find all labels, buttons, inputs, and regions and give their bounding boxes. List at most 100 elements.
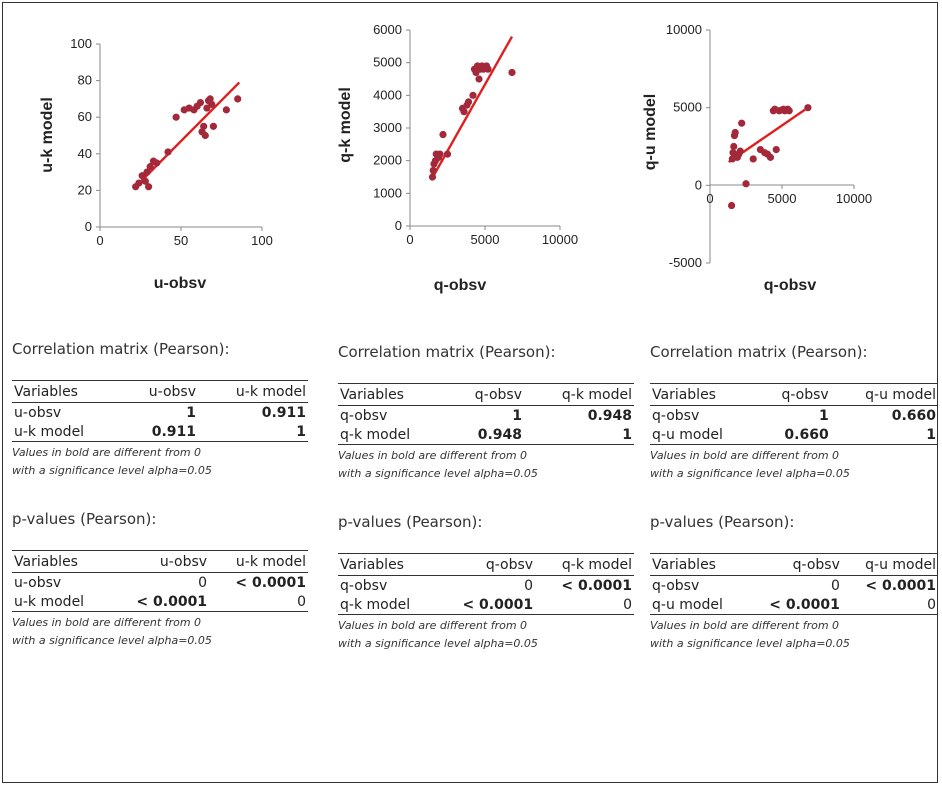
- cell-value: 0: [209, 592, 308, 612]
- significance-note: Values in bold are different from 0 with …: [12, 614, 308, 650]
- y-tick-label: 6000: [373, 22, 402, 37]
- column-header: q-obsv: [757, 383, 831, 406]
- y-tick-label: 2000: [373, 153, 402, 168]
- note-line: with a significance level alpha=0.05: [12, 464, 212, 477]
- column-header: q-k model: [524, 383, 634, 406]
- y-tick-label: 20: [78, 182, 92, 197]
- y-tick-label: 0: [85, 219, 92, 234]
- y-axis-label: u-k model: [39, 97, 56, 173]
- data-point: [172, 113, 180, 121]
- scatter-chart-q-k: 0 1000 2000 3000 4000 5000 6000 0 5000 10000 q-obs…: [337, 22, 578, 294]
- trendline: [134, 81, 241, 188]
- correlation-title: Correlation matrix (Pearson):: [650, 343, 868, 361]
- column-header: Variables: [650, 383, 758, 406]
- y-tick-label: 3000: [373, 120, 402, 135]
- x-tick-label: 0: [96, 233, 103, 248]
- matrix-body: q-obsv 0 < 0.0001 q-u model < 0.0001 0: [650, 576, 938, 615]
- data-point: [428, 173, 437, 181]
- table-row: q-k model 0.948 1: [338, 425, 634, 445]
- y-axis-label: q-k model: [337, 87, 354, 163]
- row-label: u-obsv: [14, 575, 62, 591]
- header-row: Variables u-obsv u-k model: [12, 550, 308, 573]
- data-point: [738, 119, 746, 127]
- table-row: u-k model < 0.0001 0: [12, 592, 308, 612]
- cell-value: < 0.0001: [110, 592, 210, 612]
- p-values-title: p-values (Pearson):: [650, 513, 795, 531]
- y-tick-label: 5000: [673, 100, 702, 115]
- data-point: [429, 166, 437, 175]
- data-point: [804, 104, 812, 112]
- data-point: [135, 179, 143, 187]
- row-label: u-k model: [12, 592, 111, 612]
- cell-value: 0: [535, 595, 634, 615]
- data-point: [785, 107, 793, 115]
- p-values-title: p-values (Pearson):: [338, 513, 483, 531]
- matrix-header: Variables q-obsv q-k model: [338, 553, 634, 576]
- table-row: q-k model < 0.0001 0: [338, 595, 634, 615]
- column-header: q-u model: [830, 383, 938, 406]
- x-axis-label: q-obsv: [764, 277, 817, 294]
- y-tick-label: 40: [78, 146, 92, 161]
- correlation-title: Correlation matrix (Pearson):: [12, 340, 230, 358]
- cell-value: 0: [830, 578, 840, 594]
- cell-value: 1: [186, 405, 196, 421]
- row-label: u-obsv: [14, 405, 62, 421]
- table-row: q-u model 0.660 1: [650, 425, 938, 445]
- data-point: [196, 98, 205, 107]
- note-line: Values in bold are different from 0: [650, 449, 840, 462]
- cell-value: < 0.0001: [865, 578, 936, 594]
- y-tick-label: 5000: [373, 55, 402, 70]
- data-point: [730, 142, 738, 151]
- header-row: Variables q-obsv q-k model: [338, 553, 634, 576]
- x-tick-label: 50: [174, 233, 188, 248]
- scatter-chart-q-u: -5000 0 5000 10000 0 5000 10000 q-obsv q-u model: [642, 22, 872, 294]
- cell-value: < 0.0001: [436, 595, 536, 615]
- table-row: q-obsv 0 < 0.0001: [338, 576, 634, 596]
- column-header: Variables: [650, 553, 747, 576]
- data-point: [475, 75, 483, 83]
- data-point: [234, 95, 242, 103]
- cell-value: 1: [830, 425, 938, 445]
- data-point: [200, 122, 208, 130]
- matrix-table: Variables u-obsv u-k model u-obsv 0 < 0.0001 u…: [12, 550, 308, 612]
- x-tick-label: 5000: [768, 191, 797, 206]
- matrix-table: Variables q-obsv q-u model q-obsv 0 < 0.0001 q…: [650, 553, 938, 615]
- matrix-header: Variables u-obsv u-k model: [12, 380, 308, 403]
- column-header: Variables: [12, 550, 111, 573]
- x-tick-label: 100: [251, 233, 273, 248]
- data-point: [736, 147, 744, 155]
- cell-value: < 0.0001: [561, 578, 632, 594]
- column-header: q-k model: [535, 553, 634, 576]
- significance-note: Values in bold are different from 0 with …: [650, 447, 938, 483]
- significance-note: Values in bold are different from 0 with …: [338, 447, 634, 483]
- matrix-table: Variables q-obsv q-k model q-obsv 1 0.948 q-k …: [338, 383, 634, 445]
- x-tick-label: 5000: [471, 232, 500, 247]
- cell-value: 1: [524, 425, 634, 445]
- stats-panel-q-k: Correlation matrix (Pearson): Variables q-…: [338, 343, 634, 653]
- cell-value: 1: [512, 408, 522, 424]
- y-tick-label: 10000: [666, 22, 702, 37]
- column-header: Variables: [12, 380, 122, 403]
- column-header: q-obsv: [436, 553, 536, 576]
- matrix-header: Variables q-obsv q-k model: [338, 383, 634, 406]
- matrix-header: Variables u-obsv u-k model: [12, 550, 308, 573]
- data-point: [201, 131, 209, 140]
- table-row: q-obsv 1 0.660: [650, 406, 938, 426]
- data-point: [146, 163, 154, 171]
- data-point: [742, 180, 750, 188]
- row-label: u-k model: [12, 422, 122, 442]
- row-label: q-obsv: [340, 578, 388, 594]
- data-point: [443, 150, 452, 158]
- cell-value: 0.911: [261, 405, 306, 421]
- note-line: with a significance level alpha=0.05: [338, 637, 538, 650]
- row-label: q-obsv: [652, 408, 700, 424]
- header-row: Variables u-obsv u-k model: [12, 380, 308, 403]
- trendline: [429, 35, 514, 181]
- table-row: u-obsv 0 < 0.0001: [12, 573, 308, 593]
- data-point: [143, 168, 151, 176]
- x-tick-label: 10000: [836, 191, 872, 206]
- table-row: u-obsv 1 0.911: [12, 403, 308, 423]
- note-line: with a significance level alpha=0.05: [650, 467, 850, 480]
- y-tick-label: 0: [695, 177, 702, 192]
- column-header: Variables: [338, 383, 448, 406]
